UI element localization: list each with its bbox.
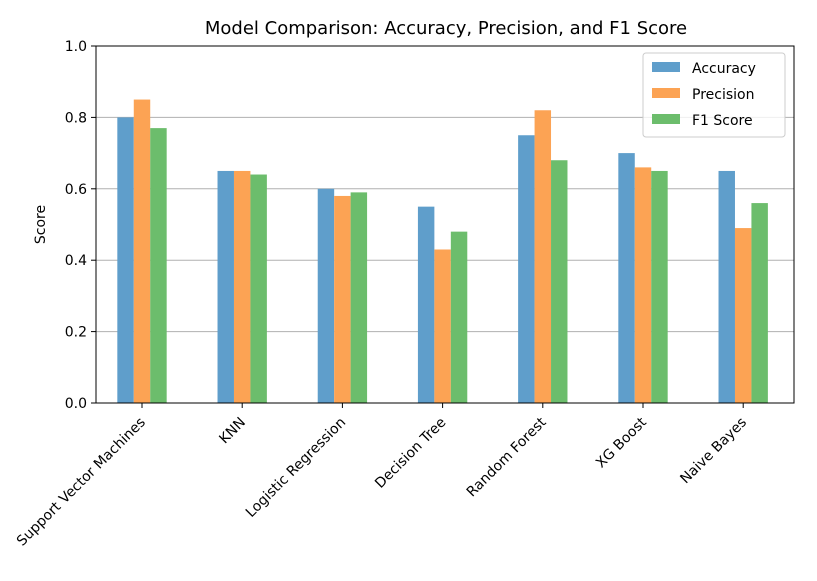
y-axis-ticks: 0.0 0.2 0.4 0.6 0.8 1.0 [65,39,96,412]
plot-frame [95,45,795,404]
bar-precision [434,249,451,403]
y-tick-label: 0.4 [65,253,87,269]
bar-precision [634,167,652,403]
bar-precision [133,99,151,404]
legend: Accuracy Precision F1 Score [642,52,786,138]
legend-swatch-accuracy [652,62,680,72]
bar-accuracy [518,135,535,403]
bar-precision [233,170,251,403]
bar-accuracy [417,206,435,403]
bar-f1-score [551,160,568,403]
bar-f1-score [350,192,368,403]
y-tick-label: 1.0 [65,39,87,55]
y-tick-label: 0.8 [65,110,87,126]
bars [117,99,768,404]
legend-label: Precision [692,87,754,103]
legend-swatch-precision [652,88,680,98]
bar-accuracy [117,117,134,404]
legend-label: F1 Score [692,113,753,129]
bar-precision [734,228,752,403]
y-tick-label: 0.6 [65,182,87,198]
chart-title: Model Comparison: Accuracy, Precision, a… [205,18,687,39]
bar-accuracy [217,170,234,403]
y-axis-label: Score [33,205,49,244]
bar-f1-score [150,128,167,404]
bar-f1-score [651,170,668,403]
legend-label: Accuracy [692,61,756,77]
bar-precision [534,110,552,403]
bar-precision [334,195,351,403]
y-tick-label: 0.0 [65,396,87,412]
bar-f1-score [751,203,768,403]
legend-swatch-f1-score [652,114,680,124]
bar-f1-score [250,174,267,403]
y-tick-label: 0.2 [65,325,87,341]
bar-accuracy [618,153,635,403]
bar-accuracy [317,188,335,403]
bar-accuracy [718,170,735,403]
bar-f1-score [450,231,468,403]
